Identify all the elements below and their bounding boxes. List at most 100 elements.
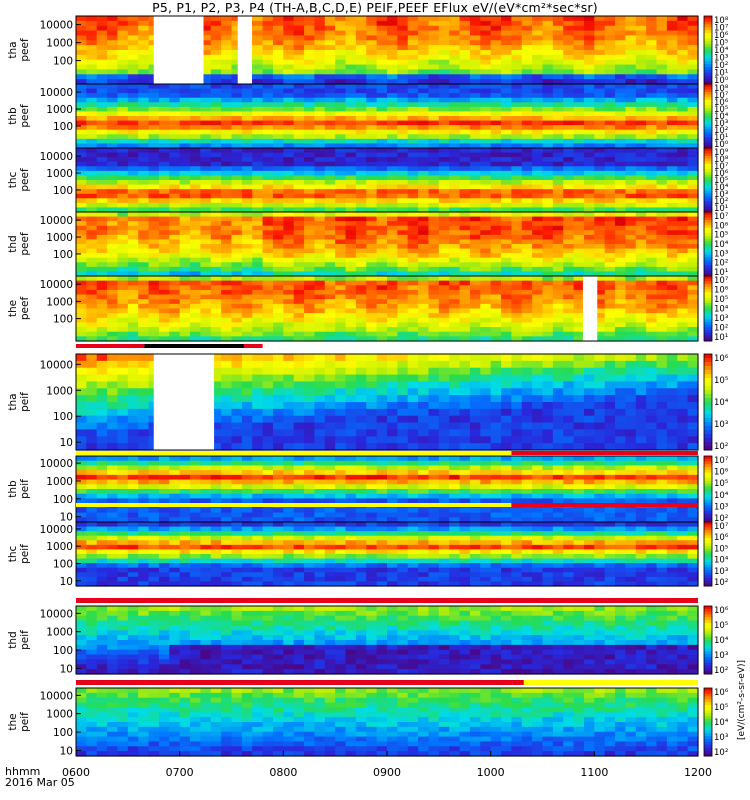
heatmap-cell <box>127 50 139 56</box>
heatmap-cell <box>397 102 409 108</box>
heatmap-cell <box>366 262 378 268</box>
heatmap-cell <box>449 116 461 122</box>
heatmap-cell <box>418 129 430 135</box>
heatmap-cell <box>625 294 637 300</box>
heatmap-cell <box>687 129 699 135</box>
heatmap-cell <box>283 294 295 300</box>
panel-tha-peef: 100001000100thapeef10⁸10⁷10⁶10⁵10⁴10³10²… <box>7 15 729 86</box>
heatmap-cell <box>656 225 668 231</box>
heatmap-cell <box>646 74 658 80</box>
heatmap-cell <box>304 244 316 250</box>
heatmap-cell <box>127 374 139 383</box>
heatmap-cell <box>335 395 347 403</box>
heatmap-cell <box>127 285 139 291</box>
heatmap-cell <box>221 143 233 149</box>
heatmap-cell <box>407 54 419 61</box>
heatmap-cell <box>252 102 264 108</box>
heatmap-cell <box>210 239 222 245</box>
heatmap-cell <box>635 266 647 273</box>
heatmap-cell <box>387 212 398 218</box>
heatmap-cell <box>594 50 606 56</box>
heatmap-cell <box>76 54 87 61</box>
heatmap-cell <box>532 289 544 296</box>
heatmap-cell <box>158 184 170 190</box>
heatmap-cell <box>169 336 181 342</box>
heatmap-cell <box>573 322 585 328</box>
heatmap-cell <box>283 276 295 282</box>
colorbar-swatch <box>704 150 712 154</box>
heatmap-cell <box>511 198 523 204</box>
heatmap-cell <box>449 257 461 263</box>
heatmap-cell <box>397 138 409 145</box>
y-label-product: peef <box>19 232 31 256</box>
heatmap-cell <box>387 184 398 190</box>
heatmap-cell <box>293 280 305 286</box>
heatmap-cell <box>573 212 585 218</box>
heatmap-cell <box>438 299 450 305</box>
heatmap-cell <box>283 97 295 103</box>
heatmap-cell <box>252 381 264 389</box>
heatmap-cell <box>594 20 606 27</box>
heatmap-cell <box>677 202 689 209</box>
heatmap-cell <box>397 69 409 75</box>
heatmap-cell <box>449 244 461 250</box>
y-tick-label: 10000 <box>40 151 73 163</box>
heatmap-cell <box>552 111 564 117</box>
heatmap-cell <box>687 69 699 75</box>
heatmap-cell <box>615 69 627 75</box>
heatmap-cell <box>210 262 222 268</box>
heatmap-cell <box>635 157 647 163</box>
heatmap-cell <box>262 221 274 227</box>
heatmap-cell <box>324 84 336 90</box>
heatmap-cell <box>324 134 336 140</box>
heatmap-cell <box>387 152 398 158</box>
heatmap-cell <box>687 16 699 22</box>
heatmap-cell <box>148 234 160 241</box>
heatmap-cell <box>521 248 533 254</box>
heatmap-cell <box>221 262 233 268</box>
heatmap-cell <box>366 299 378 305</box>
heatmap-cell <box>646 303 658 310</box>
heatmap-cell <box>179 289 191 296</box>
heatmap-cell <box>625 129 637 135</box>
heatmap-cell <box>501 157 512 163</box>
heatmap-cell <box>355 88 367 94</box>
heatmap-cell <box>190 327 201 333</box>
heatmap-cell <box>438 157 450 163</box>
heatmap-cell <box>324 239 336 245</box>
heatmap-cell <box>293 257 305 263</box>
heatmap-cell <box>293 170 305 177</box>
heatmap-cell <box>231 202 243 209</box>
heatmap-cell <box>283 93 295 99</box>
heatmap-cell <box>573 35 585 41</box>
heatmap-cell <box>252 443 264 451</box>
heatmap-cell <box>127 429 139 437</box>
heatmap-cell <box>148 239 160 245</box>
y-tick-label: 1000 <box>46 168 73 180</box>
heatmap-cell <box>449 97 461 103</box>
heatmap-cell <box>76 198 87 204</box>
heatmap-cell <box>615 93 627 99</box>
heatmap-cell <box>221 202 233 209</box>
heatmap-cell <box>387 248 398 254</box>
heatmap-cell <box>469 354 481 362</box>
heatmap-cell <box>272 388 284 396</box>
heatmap-cell <box>107 234 119 241</box>
heatmap-cell <box>335 116 347 122</box>
heatmap-cell <box>480 193 492 199</box>
heatmap-cell <box>542 84 554 90</box>
heatmap-cell <box>148 266 160 273</box>
heatmap-cell <box>625 116 637 122</box>
heatmap-cell <box>459 322 471 328</box>
colorbar-tick-label: 10⁶ <box>714 169 729 179</box>
heatmap-cell <box>428 285 440 291</box>
heatmap-cell <box>231 354 243 362</box>
heatmap-cell <box>314 50 326 56</box>
heatmap-cell <box>200 239 212 245</box>
heatmap-cell <box>407 202 419 209</box>
heatmap-cell <box>542 313 554 319</box>
heatmap-cell <box>190 216 201 222</box>
heatmap-cell <box>262 303 274 310</box>
panel-thb-peef: 100001000100thbpeef10⁸10⁷10⁶10⁵10⁴10³10²… <box>7 83 729 150</box>
heatmap-cell <box>335 308 347 314</box>
